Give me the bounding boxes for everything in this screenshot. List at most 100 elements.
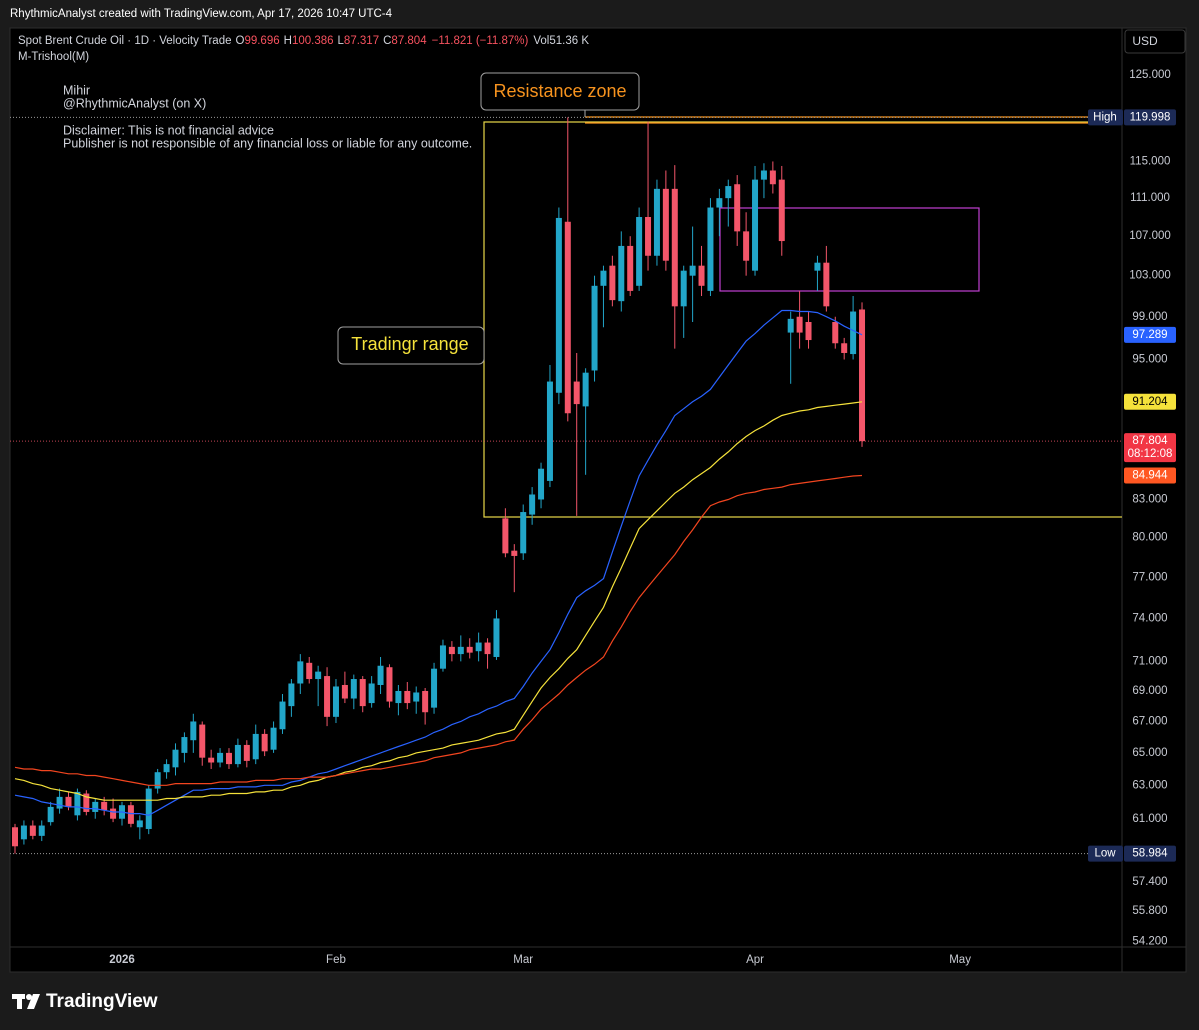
candle-body bbox=[83, 793, 90, 812]
candle-body bbox=[136, 820, 143, 828]
candle-body bbox=[778, 179, 785, 242]
x-tick-label: Feb bbox=[326, 954, 346, 966]
countdown: 08:12:08 bbox=[1128, 448, 1173, 460]
indicator: M-Trishool(M) bbox=[18, 51, 89, 63]
y-tick-label: 99.000 bbox=[1132, 311, 1167, 323]
candle-body bbox=[306, 662, 313, 680]
candle-body bbox=[680, 270, 687, 307]
candle-body bbox=[689, 265, 696, 276]
candle-body bbox=[404, 690, 411, 704]
candle-body bbox=[466, 646, 473, 653]
supply-box bbox=[719, 207, 980, 292]
ohlc-key: C bbox=[383, 35, 391, 47]
candle-body bbox=[65, 796, 72, 807]
candle-body bbox=[47, 806, 54, 823]
high-key-tag bbox=[1088, 109, 1123, 126]
candle-body bbox=[101, 801, 108, 811]
candle-body bbox=[582, 372, 589, 407]
candle-body bbox=[199, 724, 206, 758]
candle-body bbox=[377, 665, 384, 685]
x-tick-label: May bbox=[949, 954, 971, 966]
candle-body bbox=[422, 690, 429, 713]
candle-body bbox=[609, 265, 616, 301]
candle-body bbox=[163, 764, 170, 773]
candle-body bbox=[350, 679, 357, 699]
x-tick-label: Mar bbox=[513, 954, 533, 966]
low-tag bbox=[1124, 845, 1176, 862]
symbol: Spot Brent Crude Oil · 1D · Velocity Tra… bbox=[18, 35, 231, 47]
candle-body bbox=[395, 690, 402, 704]
candle-body bbox=[743, 231, 750, 261]
candle-body bbox=[627, 245, 634, 291]
candle-body bbox=[618, 245, 625, 302]
candle-body bbox=[769, 170, 776, 185]
y-tick-label: 103.000 bbox=[1129, 270, 1171, 282]
y-tick-label: 69.000 bbox=[1132, 685, 1167, 697]
low-key-tag bbox=[1088, 845, 1123, 862]
candle-body bbox=[787, 318, 794, 333]
change: −11.821 (−11.87%) bbox=[432, 35, 529, 47]
volume-value: 51.36 K bbox=[549, 35, 589, 47]
candle-body bbox=[734, 184, 741, 232]
candle-body bbox=[555, 217, 562, 393]
y-tick-label: 125.000 bbox=[1129, 69, 1171, 81]
candle-body bbox=[110, 808, 117, 819]
low-value: 58.984 bbox=[1132, 848, 1168, 860]
candle-body bbox=[288, 683, 295, 707]
high-tag bbox=[1124, 109, 1176, 126]
ma-line bbox=[14, 474, 863, 786]
candle-body bbox=[520, 512, 527, 554]
axes: 125.000 115.000 111.000 107.000 103.000 99.00… bbox=[109, 69, 1176, 966]
y-tick-label: 57.400 bbox=[1132, 876, 1167, 888]
candle-body bbox=[653, 188, 660, 256]
handle: @RhythmicAnalyst (on X) bbox=[63, 96, 206, 110]
ma-line bbox=[14, 401, 863, 801]
candle-body bbox=[591, 285, 598, 371]
candle-body bbox=[529, 494, 536, 515]
ma-value: 84.944 bbox=[1132, 470, 1168, 482]
candle-body bbox=[493, 618, 500, 657]
candle-body bbox=[600, 270, 607, 286]
ma-value: 91.204 bbox=[1132, 396, 1168, 408]
range-label: Tradingr range bbox=[351, 334, 468, 354]
candle-body bbox=[368, 683, 375, 704]
candle-body bbox=[225, 752, 232, 765]
candle-body bbox=[707, 207, 714, 291]
candle-body bbox=[671, 188, 678, 307]
candle-body bbox=[850, 311, 857, 355]
y-tick-label: 55.800 bbox=[1132, 905, 1167, 917]
ohlc-key: L bbox=[338, 35, 345, 47]
candle-body bbox=[279, 701, 286, 730]
y-tick-label: 111.000 bbox=[1130, 192, 1170, 204]
currency[interactable]: USD bbox=[1132, 34, 1158, 48]
callout-box bbox=[337, 326, 485, 365]
candle-body bbox=[172, 749, 179, 768]
candle-body bbox=[386, 667, 393, 702]
plot bbox=[10, 116, 1122, 855]
candle-body bbox=[56, 796, 63, 809]
ohlc-value: 87.317 bbox=[344, 35, 379, 47]
candle-body bbox=[538, 468, 545, 500]
candle-body bbox=[841, 343, 848, 353]
y-tick-label: 67.000 bbox=[1132, 716, 1167, 728]
candle-body bbox=[181, 737, 188, 753]
ma-tag bbox=[1124, 467, 1176, 484]
high-value: 119.998 bbox=[1130, 111, 1171, 123]
high-key: High bbox=[1093, 111, 1117, 123]
candle-body bbox=[145, 788, 152, 829]
chart-panel bbox=[9, 27, 1187, 973]
candle-body bbox=[636, 216, 643, 286]
ohlc-value: 87.804 bbox=[391, 35, 427, 47]
candle-body bbox=[208, 757, 215, 763]
logo: TradingView bbox=[12, 991, 158, 1012]
candle-body bbox=[12, 827, 18, 847]
ohlc-value: 100.386 bbox=[292, 35, 334, 47]
candle-body bbox=[805, 321, 812, 341]
candle-body bbox=[725, 186, 732, 199]
candle-body bbox=[796, 316, 803, 333]
candle-body bbox=[662, 188, 669, 261]
legend-header: Spot Brent Crude Oil · 1D · Velocity Tra… bbox=[18, 35, 589, 47]
currency-button[interactable] bbox=[1124, 29, 1186, 54]
candle-body bbox=[439, 645, 446, 669]
